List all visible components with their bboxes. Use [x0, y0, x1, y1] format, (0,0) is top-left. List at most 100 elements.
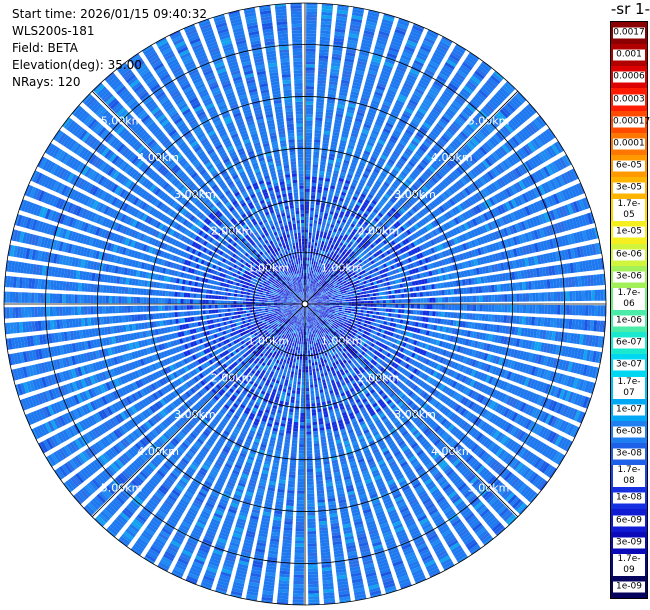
range-gate — [581, 305, 586, 316]
range-gate — [524, 419, 532, 430]
range-gate — [469, 304, 474, 311]
range-gate — [380, 338, 385, 343]
range-gate — [475, 405, 483, 414]
range-gate — [567, 346, 573, 358]
range-gate — [573, 333, 578, 344]
range-gate — [419, 316, 423, 322]
range-gate — [307, 305, 311, 307]
range-gate — [394, 313, 398, 318]
range-gate — [543, 464, 553, 476]
range-gate — [457, 304, 461, 311]
range-gate — [501, 346, 506, 355]
range-gate — [293, 587, 304, 591]
range-gate — [286, 499, 294, 503]
range-gate — [496, 379, 503, 388]
range-gate — [332, 309, 336, 312]
range-gate — [399, 347, 405, 353]
range-gate — [578, 305, 583, 316]
range-gate — [294, 412, 299, 416]
range-gate — [318, 311, 322, 314]
range-gate — [308, 580, 319, 585]
range-gate — [386, 358, 391, 364]
range-gate — [447, 399, 454, 407]
range-gate — [466, 378, 473, 386]
range-gate — [514, 399, 521, 410]
range-gate — [507, 359, 513, 369]
range-gate — [566, 376, 573, 387]
range-gate — [345, 317, 350, 321]
range-gate — [288, 367, 292, 371]
range-gate — [311, 304, 315, 305]
range-gate — [423, 336, 429, 343]
range-gate — [402, 362, 408, 368]
range-gate — [422, 329, 427, 335]
range-gate — [367, 307, 371, 311]
range-gate — [386, 346, 391, 352]
range-gate — [459, 408, 467, 416]
range-gate — [355, 317, 360, 321]
range-gate — [490, 377, 497, 386]
range-gate — [415, 341, 421, 347]
range-gate — [367, 304, 371, 307]
range-gate — [293, 358, 296, 363]
range-gate — [340, 313, 345, 317]
range-gate — [491, 366, 498, 375]
range-gate — [315, 310, 319, 313]
range-gate — [439, 394, 446, 402]
range-gate — [316, 307, 320, 309]
range-gate — [349, 330, 354, 334]
range-gate — [302, 319, 304, 323]
range-gate — [306, 453, 313, 457]
range-gate — [519, 304, 523, 313]
range-gate — [363, 323, 368, 327]
range-gate — [536, 395, 543, 406]
range-gate — [524, 364, 531, 374]
range-gate — [516, 362, 522, 371]
range-gate — [533, 367, 540, 377]
range-gate — [434, 318, 439, 324]
range-gate — [327, 319, 331, 322]
range-gate — [299, 434, 305, 438]
range-gate — [429, 338, 435, 344]
range-gate — [291, 390, 296, 394]
range-gate — [292, 387, 296, 391]
range-gate — [330, 314, 334, 317]
range-gate — [397, 352, 402, 358]
range-gate — [348, 333, 352, 337]
ppi-rays — [4, 3, 606, 605]
range-gate — [522, 389, 529, 400]
range-gate — [478, 383, 484, 392]
range-gate — [307, 305, 311, 308]
range-gate — [302, 360, 305, 364]
range-gate — [354, 304, 358, 307]
range-gate — [588, 305, 592, 316]
range-gate — [307, 512, 316, 516]
range-gate — [307, 493, 315, 497]
range-gate — [301, 338, 304, 342]
range-gate — [319, 430, 325, 434]
range-gate — [488, 304, 492, 312]
range-gate — [302, 328, 304, 332]
range-gate — [350, 311, 355, 314]
range-gate — [314, 446, 320, 451]
range-gate — [356, 324, 361, 328]
range-gate — [525, 435, 534, 446]
range-gate — [311, 340, 314, 344]
range-gate — [302, 369, 305, 373]
range-gate — [467, 368, 474, 376]
range-gate — [437, 318, 442, 324]
range-gate — [294, 549, 304, 554]
range-gate — [549, 344, 554, 354]
range-gate — [312, 365, 315, 369]
range-gate — [563, 332, 569, 343]
range-gate — [365, 340, 370, 344]
range-gate — [548, 467, 557, 479]
range-gate — [299, 431, 305, 435]
range-gate — [299, 437, 305, 441]
range-gate — [536, 329, 541, 339]
range-gate — [408, 358, 413, 364]
range-gate — [379, 324, 384, 329]
range-gate — [447, 312, 452, 318]
range-gate — [326, 307, 330, 309]
range-gate — [520, 327, 525, 337]
